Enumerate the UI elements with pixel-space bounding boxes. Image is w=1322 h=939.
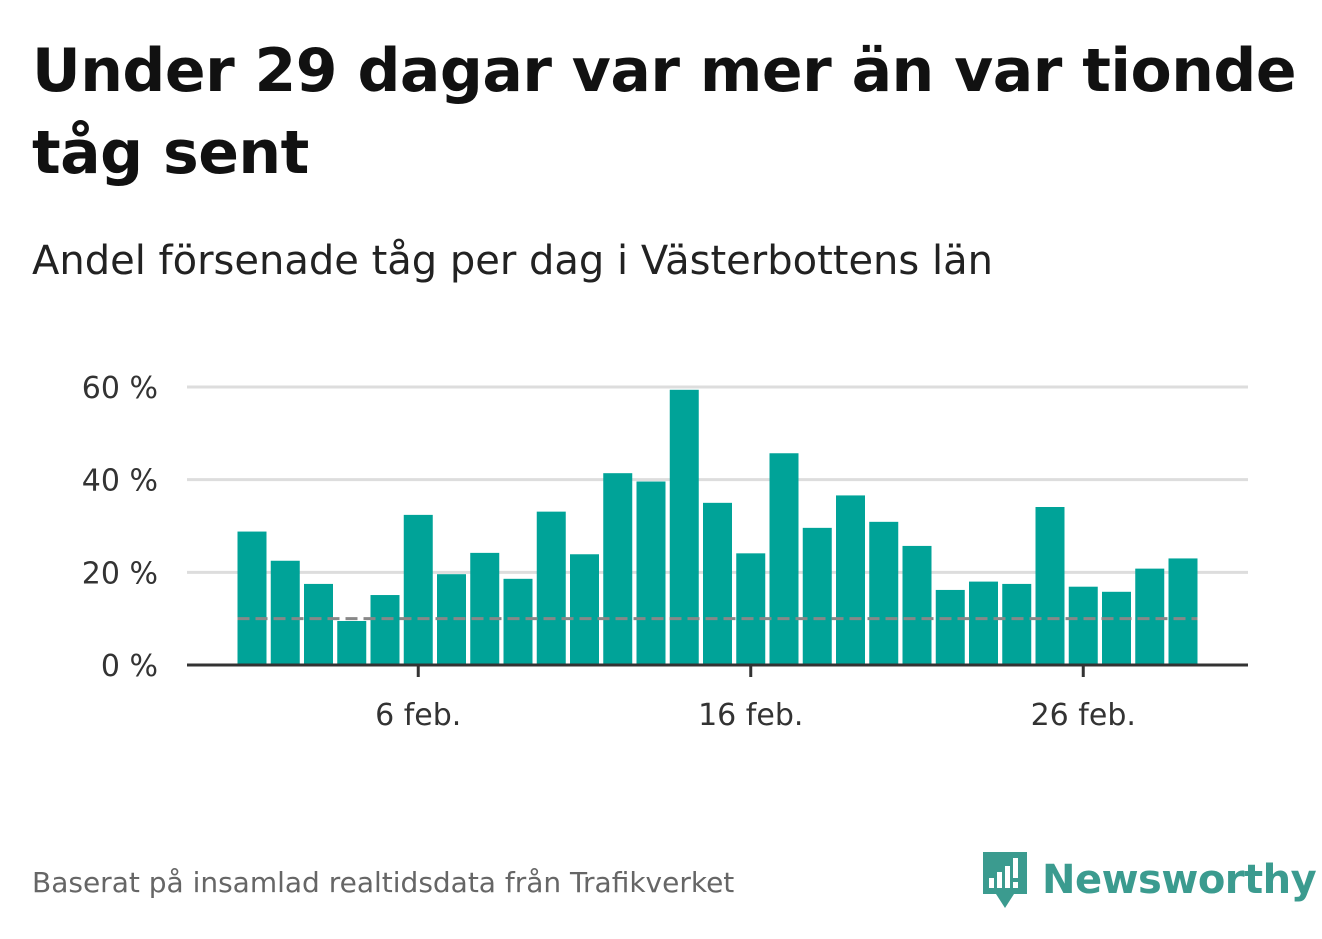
source-note: Baserat på insamlad realtidsdata från Tr… (32, 866, 735, 899)
y-tick-label: 40 % (82, 464, 158, 499)
bar-18 (802, 527, 832, 665)
bar-22 (935, 589, 965, 665)
bar-6 (403, 514, 433, 665)
bar-4 (337, 620, 367, 665)
bar-28 (1135, 568, 1165, 665)
bar-15 (703, 502, 732, 665)
y-tick-label: 60 % (82, 371, 158, 406)
bar-23 (969, 581, 998, 665)
chart-title: Under 29 dagar var mer än var tionde tåg… (32, 36, 1297, 188)
y-tick-label: 0 % (101, 649, 158, 684)
bar-3 (304, 583, 333, 665)
bar-12 (603, 473, 633, 665)
bar-2 (270, 560, 300, 665)
y-axis-labels: 0 % 20 % 40 % 60 % (82, 371, 158, 684)
x-axis: 6 feb. 16 feb. 26 feb. (187, 663, 1248, 733)
bar-chart: 0 % 20 % 40 % 60 % 6 feb. 16 feb. 26 feb. (82, 371, 1248, 733)
bar-29 (1168, 558, 1198, 665)
bar-13 (636, 481, 666, 665)
bar-20 (869, 521, 899, 665)
bar-11 (570, 554, 599, 665)
bar-1 (237, 531, 267, 665)
brand-logo[interactable]: Newsworthy (980, 850, 1317, 910)
x-tick-label: 6 feb. (375, 698, 461, 733)
bar-26 (1068, 586, 1098, 665)
chart-subtitle: Andel försenade tåg per dag i Västerbott… (32, 238, 993, 284)
bar-24 (1002, 583, 1032, 665)
bar-5 (370, 595, 400, 665)
bar-19 (836, 495, 865, 665)
bars (237, 389, 1198, 665)
bar-17 (769, 453, 799, 665)
bar-14 (669, 389, 699, 665)
bar-27 (1102, 591, 1131, 665)
x-tick-label: 26 feb. (1031, 698, 1136, 733)
y-tick-label: 20 % (82, 556, 158, 591)
x-tick-label: 16 feb. (698, 698, 803, 733)
newsworthy-logo-icon (983, 852, 1027, 908)
bar-8 (470, 552, 500, 665)
bar-16 (736, 553, 766, 665)
bar-9 (503, 578, 533, 665)
bar-21 (902, 545, 932, 665)
bar-10 (536, 511, 566, 665)
brand-name: Newsworthy (1042, 857, 1317, 903)
bar-25 (1035, 507, 1065, 665)
